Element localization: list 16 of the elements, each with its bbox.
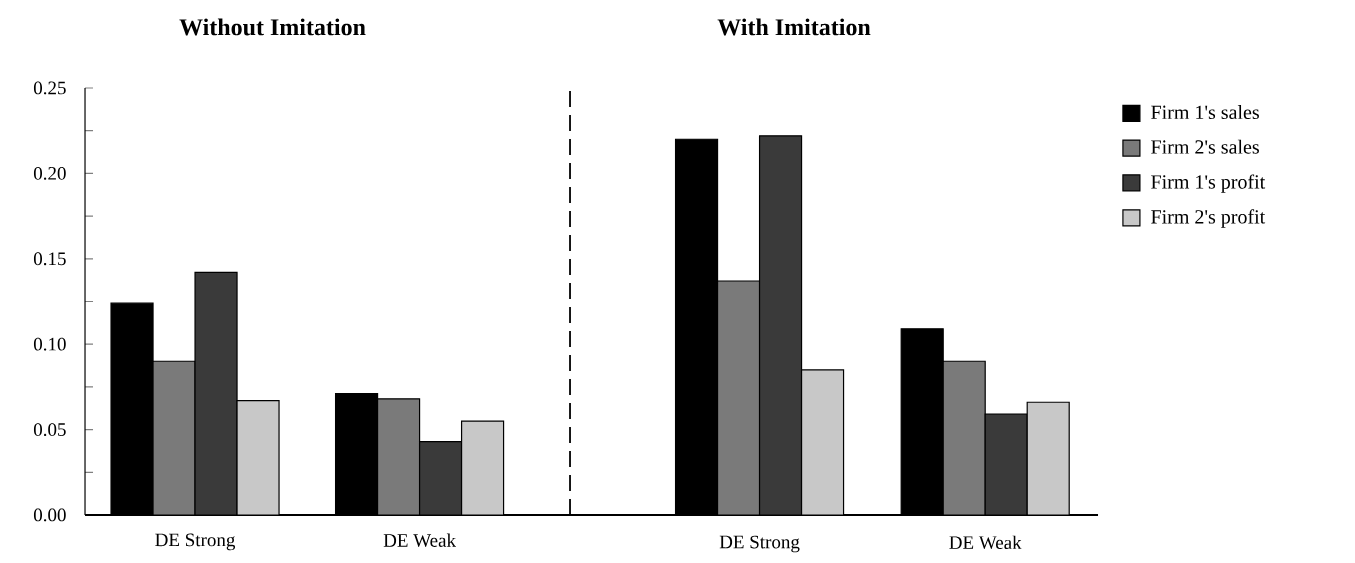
legend-label: Firm 2's profit bbox=[1151, 209, 1266, 228]
x-tick-label: DE Weak bbox=[949, 535, 1022, 550]
y-tick-label: 0.25 bbox=[33, 81, 66, 95]
y-tick-label: 0.20 bbox=[33, 166, 66, 180]
x-tick-label: DE Strong bbox=[719, 535, 800, 553]
chart-title: Without Imitation bbox=[179, 18, 366, 36]
legend-label: Firm 2's sales bbox=[1151, 139, 1259, 154]
y-tick-label: 0.05 bbox=[33, 423, 66, 437]
y-tick-label: 0.00 bbox=[33, 508, 66, 522]
x-tick-label: DE Weak bbox=[383, 533, 457, 547]
legend-label: Firm 1's profit bbox=[1151, 174, 1266, 193]
chart-title: With Imitation bbox=[717, 18, 871, 36]
legend-label: Firm 1's sales bbox=[1151, 104, 1259, 120]
y-tick-label: 0.15 bbox=[33, 252, 66, 266]
y-tick-label: 0.10 bbox=[33, 337, 66, 351]
x-tick-label: DE Strong bbox=[155, 533, 236, 551]
